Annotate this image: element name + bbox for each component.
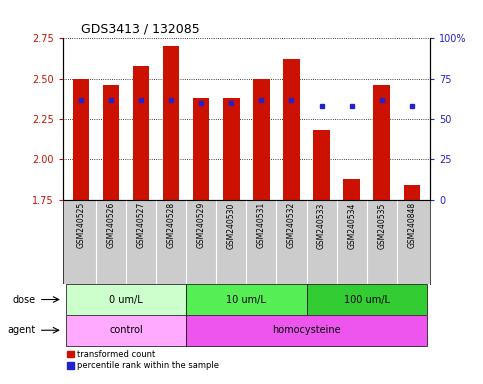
Text: GDS3413 / 132085: GDS3413 / 132085 xyxy=(81,23,200,36)
Bar xyxy=(133,66,149,200)
Bar xyxy=(313,130,330,200)
Text: 0 um/L: 0 um/L xyxy=(109,295,143,305)
Text: 100 um/L: 100 um/L xyxy=(344,295,390,305)
Text: GSM240527: GSM240527 xyxy=(137,202,145,248)
Legend: transformed count, percentile rank within the sample: transformed count, percentile rank withi… xyxy=(67,350,219,370)
Text: 10 um/L: 10 um/L xyxy=(227,295,266,305)
Bar xyxy=(403,185,420,200)
Text: GSM240525: GSM240525 xyxy=(76,202,85,248)
Bar xyxy=(373,85,390,200)
Text: GSM240533: GSM240533 xyxy=(317,202,326,248)
Bar xyxy=(66,284,186,315)
Text: GSM240532: GSM240532 xyxy=(287,202,296,248)
Text: GSM240848: GSM240848 xyxy=(407,202,416,248)
Bar xyxy=(163,46,179,200)
Text: GSM240535: GSM240535 xyxy=(377,202,386,248)
Bar xyxy=(343,179,360,200)
Text: control: control xyxy=(109,325,143,335)
Bar xyxy=(223,98,240,200)
Bar xyxy=(103,85,119,200)
Text: GSM240534: GSM240534 xyxy=(347,202,356,248)
Text: GSM240528: GSM240528 xyxy=(167,202,176,248)
Text: GSM240530: GSM240530 xyxy=(227,202,236,248)
Text: GSM240529: GSM240529 xyxy=(197,202,206,248)
Text: homocysteine: homocysteine xyxy=(272,325,341,335)
Bar xyxy=(253,79,270,200)
Text: dose: dose xyxy=(13,295,36,305)
Text: agent: agent xyxy=(7,325,36,335)
Text: GSM240531: GSM240531 xyxy=(257,202,266,248)
Bar xyxy=(307,284,427,315)
Bar xyxy=(193,98,210,200)
Text: GSM240526: GSM240526 xyxy=(106,202,115,248)
Bar xyxy=(72,79,89,200)
Bar xyxy=(186,284,307,315)
Bar xyxy=(66,315,186,346)
Bar xyxy=(186,315,427,346)
Bar xyxy=(283,60,300,200)
